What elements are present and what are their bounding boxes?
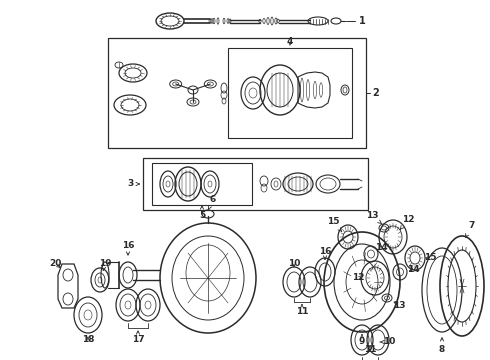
- Bar: [143, 158, 368, 210]
- Text: 4: 4: [287, 37, 293, 46]
- Text: 17: 17: [132, 331, 145, 345]
- Text: 20: 20: [49, 258, 61, 267]
- Text: 1: 1: [359, 16, 366, 26]
- Text: 7: 7: [466, 221, 475, 237]
- Text: 16: 16: [122, 242, 134, 255]
- Text: 15: 15: [327, 217, 342, 231]
- Text: 11: 11: [364, 345, 376, 354]
- Text: 18: 18: [82, 336, 94, 345]
- Text: 10: 10: [380, 338, 395, 346]
- Text: 2: 2: [372, 88, 379, 98]
- Bar: [152, 163, 252, 205]
- Text: 13: 13: [393, 301, 405, 310]
- Text: 8: 8: [439, 338, 445, 355]
- Text: 15: 15: [424, 253, 436, 262]
- Text: 6: 6: [208, 195, 216, 210]
- Text: 11: 11: [296, 305, 308, 316]
- Text: 12: 12: [352, 274, 364, 283]
- Text: 19: 19: [98, 258, 111, 270]
- Text: 12: 12: [400, 216, 414, 229]
- Text: 13: 13: [366, 211, 381, 224]
- Text: 10: 10: [288, 260, 300, 269]
- Bar: [108, 38, 366, 148]
- Text: 9: 9: [359, 334, 365, 346]
- Text: 14: 14: [375, 243, 387, 252]
- Text: 3: 3: [127, 180, 139, 189]
- Bar: [228, 48, 352, 138]
- Text: 16: 16: [319, 248, 331, 260]
- Text: 14: 14: [407, 266, 419, 274]
- Text: 5: 5: [199, 206, 205, 220]
